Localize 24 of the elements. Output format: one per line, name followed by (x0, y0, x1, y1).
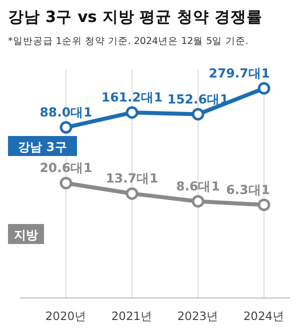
point (192, 195, 204, 208)
x-tick-label: 2024년 (243, 309, 285, 323)
point (126, 106, 138, 119)
point (258, 82, 270, 95)
x-tick-label: 2023년 (177, 309, 219, 323)
data-label: 161.2대1 (101, 90, 163, 105)
text: *일반공급 1순위 청약 기준. 2024년은 12월 5일 기준. (8, 36, 248, 47)
point (258, 198, 270, 212)
data-label: 152.6대1 (167, 91, 229, 106)
data-label: 88.0대1 (40, 104, 92, 120)
data-label: 6.3대1 (226, 182, 270, 197)
data-label: 8.6대1 (176, 178, 220, 194)
text: 지방 (14, 228, 38, 242)
chart-title: 강남 3구 vs 지방 평균 청약 경쟁률 (8, 8, 262, 26)
x-tick-label: 2021년 (111, 309, 153, 323)
point (60, 176, 72, 190)
data-label: 13.7대1 (106, 170, 158, 186)
series-label: 강남 3구 (18, 140, 67, 154)
point (60, 121, 72, 134)
x-tick-label: 2020년 (45, 309, 87, 323)
point (126, 187, 138, 200)
data-label: 279.7대1 (208, 65, 270, 80)
data-label: 20.6대1 (40, 160, 92, 176)
point (192, 108, 204, 121)
